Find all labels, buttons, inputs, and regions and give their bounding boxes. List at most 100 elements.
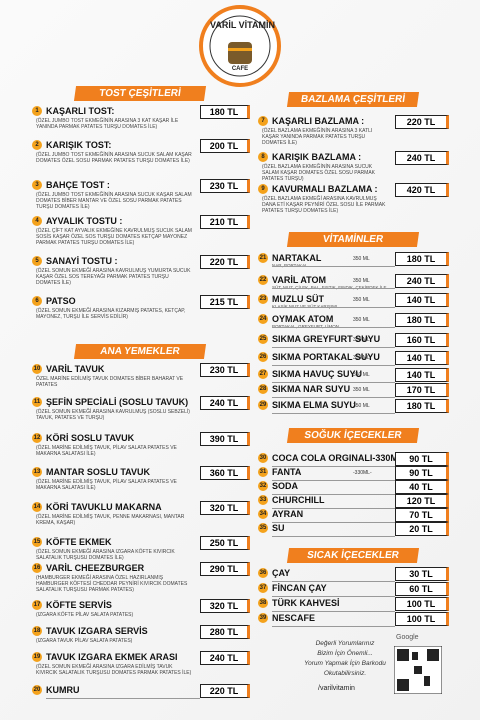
item-number: 23: [258, 294, 268, 304]
item-desc: (ÖZEL SOMUN EKMEĞİ ARASINA IZGARA EDİLMİ…: [36, 664, 192, 676]
item-price: 30 TL: [395, 567, 449, 581]
item-price: 60 TL: [395, 582, 449, 596]
item-size: -330ML-: [353, 470, 372, 476]
item-rule: [272, 522, 395, 523]
item-number: 10: [32, 364, 42, 374]
item-price: 390 TL: [200, 432, 250, 446]
item-name: ÇAY: [272, 568, 291, 578]
item-desc: (ÖZEL MARİNE EDİLMİŞ TAVUK, PİLAV SALATA…: [36, 445, 177, 457]
item-number: 19: [32, 652, 42, 662]
item-name: NESCAFE: [272, 613, 316, 623]
item-desc: (ÖZEL SOMUN EKMEĞİ ARASINA IZGARA KÖFTE …: [36, 549, 175, 561]
footer-line: Yorum Yapmak İçin Barkodu: [304, 660, 386, 667]
item-name: FİNCAN ÇAY: [272, 583, 327, 593]
item-price: 40 TL: [395, 480, 449, 494]
item-price: 170 TL: [395, 383, 449, 397]
item-name: KAŞARLI TOST:: [46, 106, 115, 116]
item-number: 31: [258, 467, 268, 477]
item-name: KAŞARLI BAZLAMA :: [272, 116, 365, 126]
item-number: 3: [32, 180, 42, 190]
item-number: 8: [258, 152, 268, 162]
item-price: 140 TL: [395, 368, 449, 382]
item-price: 280 TL: [200, 625, 250, 639]
logo-art: [199, 5, 281, 87]
item-name: MUZLU SÜT: [272, 294, 324, 304]
section-header: TOST ÇEŞİTLERİ: [73, 86, 206, 101]
item-name: KÖRİ SOSLU TAVUK: [46, 433, 135, 443]
item-price: 240 TL: [395, 151, 449, 165]
item-price: 90 TL: [395, 452, 449, 466]
item-desc: (ÖZEL JUMBO TOST EKMEĞİNİN ARASINA SUCUK…: [36, 152, 192, 164]
item-name: KÖFTE SERVİS: [46, 600, 112, 610]
item-number: 16: [32, 563, 42, 573]
item-number: 20: [32, 685, 42, 695]
item-price: 140 TL: [395, 351, 449, 365]
item-size: 350 ML: [353, 297, 370, 303]
item-number: 22: [258, 275, 268, 285]
item-desc: (ÖZEL MARİNE EDİLMİŞ TAVUK, PİLAV SALATA…: [36, 479, 177, 491]
item-number: 5: [32, 256, 42, 266]
item-number: 9: [258, 184, 268, 194]
item-number: 17: [32, 600, 42, 610]
item-number: 33: [258, 495, 268, 505]
item-rule: [272, 626, 395, 627]
item-price: 320 TL: [200, 599, 250, 613]
item-price: 100 TL: [395, 612, 449, 626]
item-price: 240 TL: [200, 396, 250, 410]
item-rule: [272, 266, 395, 267]
item-number: 18: [32, 626, 42, 636]
item-price: 360 TL: [200, 466, 250, 480]
item-sub: NAR, PORTAKAL: [272, 263, 308, 268]
item-sub: SÜT, MUZ, ÇİLEK, BAL, FISTIK, FINDIK, ÇE…: [272, 285, 387, 290]
item-price: 100 TL: [395, 597, 449, 611]
item-number: 34: [258, 509, 268, 519]
item-number: 25: [258, 334, 268, 344]
item-name: KÖRİ TAVUKLU MAKARNA: [46, 502, 162, 512]
item-price: 120 TL: [395, 494, 449, 508]
item-name: KUMRU: [46, 685, 80, 695]
item-number: 11: [32, 397, 42, 407]
item-name: SANAYİ TOSTU :: [46, 256, 118, 266]
section-header: SOĞUK İÇECEKLER: [286, 428, 420, 443]
item-name: NARTAKAL: [272, 253, 322, 263]
social-handle: /varilvitamin: [318, 685, 355, 692]
item-price: 220 TL: [395, 115, 449, 129]
item-name: ŞEFİN SPECİALİ (SOSLU TAVUK): [46, 397, 189, 407]
item-rule: [272, 611, 395, 612]
item-number: 28: [258, 384, 268, 394]
item-price: 230 TL: [200, 363, 250, 377]
item-name: FANTA: [272, 467, 302, 477]
item-size: 350 ML: [353, 317, 370, 323]
item-price: 220 TL: [200, 684, 250, 698]
item-price: 320 TL: [200, 501, 250, 515]
item-desc: (ÖZEL JUMBO TOST EKMEĞİNİN ARASINA SUCUK…: [36, 192, 192, 210]
item-rule: [272, 365, 395, 366]
item-rule: [272, 347, 395, 348]
item-name: SODA: [272, 481, 299, 491]
item-rule: [272, 413, 395, 414]
item-rule: [272, 494, 395, 495]
item-rule: [272, 466, 395, 467]
item-number: 35: [258, 523, 268, 533]
item-price: 420 TL: [395, 183, 449, 197]
item-number: 24: [258, 314, 268, 324]
item-size: 350 ML: [353, 337, 370, 343]
item-desc: (IZGARA KÖFTE PİLAV SALATA PATATES): [36, 612, 134, 618]
item-name: VARİL TAVUK: [46, 364, 105, 374]
footer-line: Değerli Yorumlarınız: [315, 640, 375, 647]
item-name: KARIŞIK BAZLAMA :: [272, 152, 362, 162]
item-name: VARİL ATOM: [272, 275, 326, 285]
item-number: 14: [32, 502, 42, 512]
item-rule: [272, 536, 395, 537]
item-name: TÜRK KAHVESİ: [272, 598, 340, 608]
item-name: CHURCHILL: [272, 495, 325, 505]
item-name: KAVURMALI BAZLAMA :: [272, 184, 378, 194]
item-number: 32: [258, 481, 268, 491]
section-header: VİTAMİNLER: [286, 232, 420, 247]
item-size: 350 ML: [353, 387, 370, 393]
item-size: 350 ML: [353, 403, 370, 409]
item-number: 1: [32, 106, 42, 116]
item-name: KÖFTE EKMEK: [46, 537, 112, 547]
item-price: 70 TL: [395, 508, 449, 522]
item-size: 350 ML: [353, 372, 370, 378]
